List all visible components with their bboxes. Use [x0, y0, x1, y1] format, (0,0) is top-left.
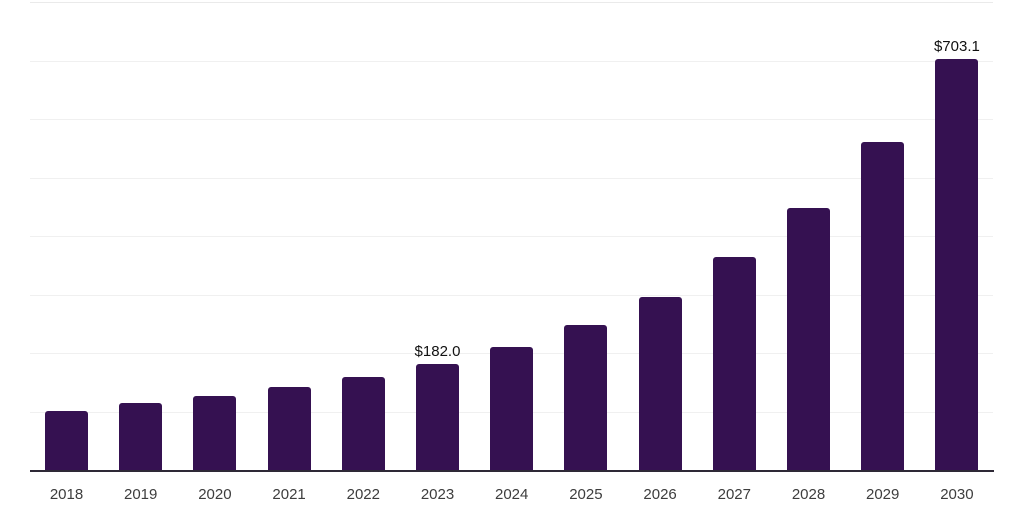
x-axis-line [30, 470, 994, 472]
value-label-2030: $703.1 [933, 37, 980, 55]
bar-2018 [45, 410, 88, 470]
x-tick-2020: 2020 [198, 486, 232, 503]
gridline [30, 2, 993, 3]
gridline [30, 119, 993, 120]
bar-2021 [267, 386, 311, 470]
bar-2030 [935, 58, 979, 470]
gridline [30, 60, 993, 62]
x-tick-2026: 2026 [643, 486, 677, 503]
bar-2025 [564, 324, 608, 470]
bar-2027 [712, 257, 756, 470]
bar-2024 [490, 346, 534, 470]
x-tick-2029: 2029 [866, 486, 900, 503]
x-tick-2022: 2022 [346, 486, 380, 503]
bar-2026 [638, 296, 682, 470]
gridline [30, 236, 993, 237]
x-tick-2018: 2018 [49, 486, 84, 503]
bar-2019 [119, 403, 163, 470]
x-tick-2019: 2019 [124, 486, 158, 503]
x-tick-2027: 2027 [717, 486, 751, 503]
value-label-2023: $182.0 [414, 342, 461, 360]
gridline [30, 294, 993, 296]
x-tick-2025: 2025 [569, 486, 603, 503]
x-tick-2024: 2024 [495, 486, 529, 503]
bar-2029 [861, 142, 905, 470]
gridline [30, 177, 993, 179]
x-tick-2023: 2023 [420, 486, 455, 503]
bar-2023 [416, 363, 459, 470]
bar-2028 [787, 207, 830, 470]
bar-2020 [193, 396, 237, 470]
bar-2022 [341, 376, 385, 470]
x-tick-2028: 2028 [791, 486, 826, 503]
x-tick-2021: 2021 [272, 486, 306, 503]
x-tick-2030: 2030 [940, 486, 974, 503]
